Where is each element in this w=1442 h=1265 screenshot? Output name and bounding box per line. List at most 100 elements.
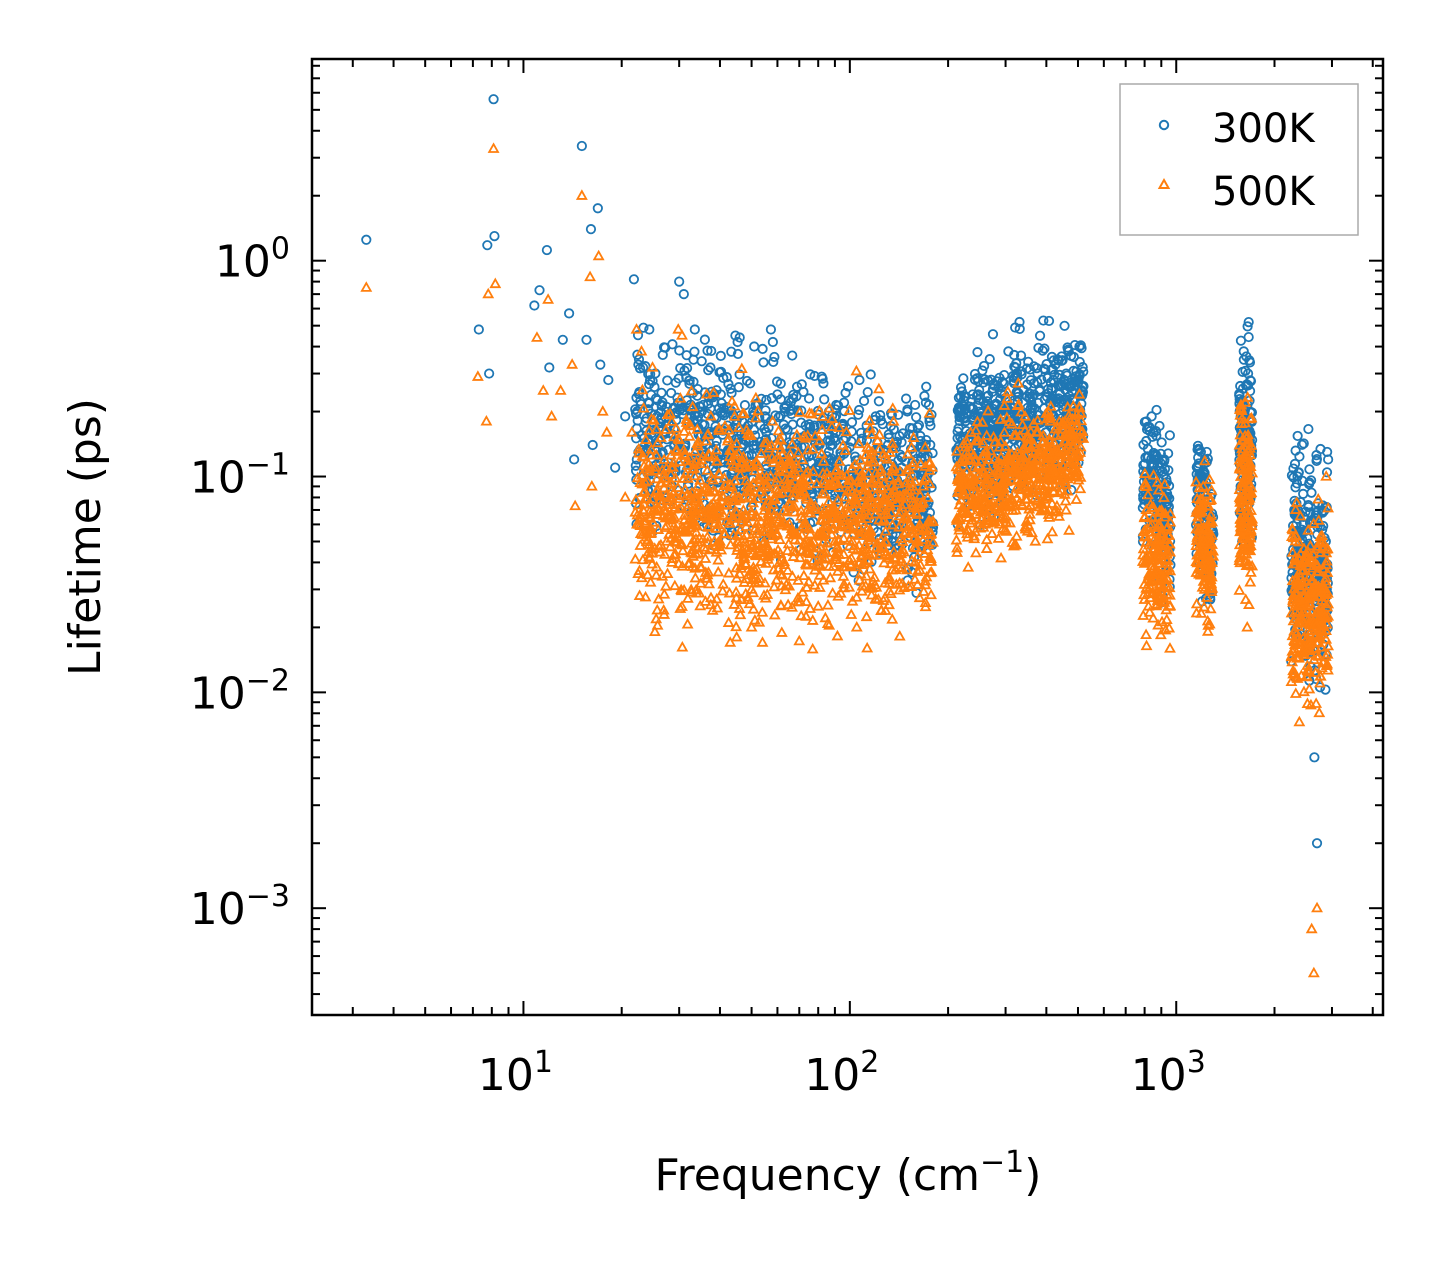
point-500k xyxy=(733,602,746,613)
point-500k xyxy=(853,539,866,550)
point-500k xyxy=(1139,477,1152,488)
point-500k xyxy=(740,528,753,540)
point-500k xyxy=(806,642,819,654)
point-500k xyxy=(681,592,694,603)
point-500k xyxy=(839,444,852,455)
point-500k xyxy=(969,424,982,435)
point-500k xyxy=(636,383,649,395)
point-300k xyxy=(769,351,780,363)
point-500k xyxy=(785,477,798,489)
point-500k xyxy=(1240,537,1253,548)
point-500k xyxy=(664,508,677,520)
point-500k xyxy=(734,608,747,620)
point-500k xyxy=(953,463,965,475)
point-500k xyxy=(1049,454,1062,466)
point-300k xyxy=(775,378,786,389)
point-300k xyxy=(862,387,873,398)
point-300k xyxy=(1146,411,1157,422)
point-300k xyxy=(760,413,772,424)
point-500k xyxy=(1201,591,1213,602)
point-500k xyxy=(924,515,936,527)
point-500k xyxy=(786,467,798,478)
point-500k xyxy=(819,611,832,623)
point-300k xyxy=(842,381,854,392)
point-300k xyxy=(1012,388,1023,399)
point-300k xyxy=(714,367,725,378)
point-500k xyxy=(638,497,650,509)
point-500k xyxy=(813,581,826,592)
point-300k xyxy=(955,431,966,442)
point-500k xyxy=(643,550,655,562)
point-300k xyxy=(840,387,851,399)
point-500k xyxy=(927,536,939,547)
point-500k xyxy=(701,536,714,547)
point-300k xyxy=(1028,378,1040,389)
point-300k xyxy=(1074,341,1085,352)
point-500k xyxy=(771,510,784,521)
point-300k xyxy=(689,324,700,335)
point-500k xyxy=(1245,486,1258,497)
point-300k xyxy=(902,406,913,417)
point-500k xyxy=(1198,600,1211,612)
point-500k xyxy=(980,429,993,440)
point-500k xyxy=(1234,501,1247,512)
point-500k xyxy=(1028,491,1041,503)
point-500k xyxy=(862,554,874,566)
point-500k xyxy=(1145,517,1158,529)
point-500k xyxy=(883,570,896,582)
point-500k xyxy=(951,473,964,485)
point-500k xyxy=(738,536,751,547)
point-500k xyxy=(823,401,836,413)
point-300k xyxy=(662,375,673,386)
point-500k xyxy=(836,514,849,525)
point-500k xyxy=(833,534,846,546)
point-500k xyxy=(861,529,874,540)
point-500k xyxy=(1190,606,1203,618)
point-500k xyxy=(658,548,671,559)
point-500k xyxy=(748,614,761,625)
point-500k xyxy=(670,523,683,535)
point-500k xyxy=(914,523,927,534)
point-500k xyxy=(691,542,704,553)
point-500k xyxy=(957,506,970,517)
point-500k xyxy=(1043,412,1056,424)
point-500k xyxy=(646,542,658,554)
point-500k xyxy=(643,424,655,435)
point-500k xyxy=(892,474,905,486)
point-300k xyxy=(1294,451,1305,462)
point-500k xyxy=(992,532,1005,543)
point-300k xyxy=(778,419,789,430)
point-300k xyxy=(564,308,575,319)
point-500k xyxy=(700,387,713,399)
point-500k xyxy=(722,616,735,627)
point-300k xyxy=(569,454,580,465)
point-500k xyxy=(1041,532,1054,544)
point-500k xyxy=(803,406,816,418)
point-500k xyxy=(1204,573,1217,585)
point-500k xyxy=(733,567,746,579)
point-500k xyxy=(1017,468,1030,479)
point-500k xyxy=(1070,493,1083,504)
point-300k xyxy=(920,397,931,408)
point-300k xyxy=(804,422,815,433)
point-500k xyxy=(827,500,839,512)
point-500k xyxy=(799,432,812,443)
point-500k xyxy=(998,426,1011,437)
point-500k xyxy=(850,591,863,602)
point-500k xyxy=(1289,687,1302,698)
point-500k xyxy=(870,501,883,513)
point-500k xyxy=(795,472,808,484)
point-500k xyxy=(849,493,862,504)
point-300k xyxy=(987,329,999,340)
point-500k xyxy=(855,512,868,524)
point-500k xyxy=(794,595,807,606)
point-500k xyxy=(683,418,696,430)
point-300k xyxy=(779,406,791,417)
point-500k xyxy=(758,436,771,448)
point-300k xyxy=(1292,430,1303,442)
point-500k xyxy=(841,506,854,517)
point-500k xyxy=(1004,516,1016,528)
point-500k xyxy=(671,481,684,492)
point-500k xyxy=(690,548,703,559)
